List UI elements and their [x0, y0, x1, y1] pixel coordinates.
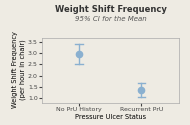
Y-axis label: Weight Shift Frequency
(per hour in chair): Weight Shift Frequency (per hour in chai… [12, 32, 26, 108]
Text: 95% CI for the Mean: 95% CI for the Mean [75, 16, 147, 22]
Text: Weight Shift Frequency: Weight Shift Frequency [55, 5, 167, 14]
X-axis label: Pressure Ulcer Status: Pressure Ulcer Status [75, 114, 146, 120]
